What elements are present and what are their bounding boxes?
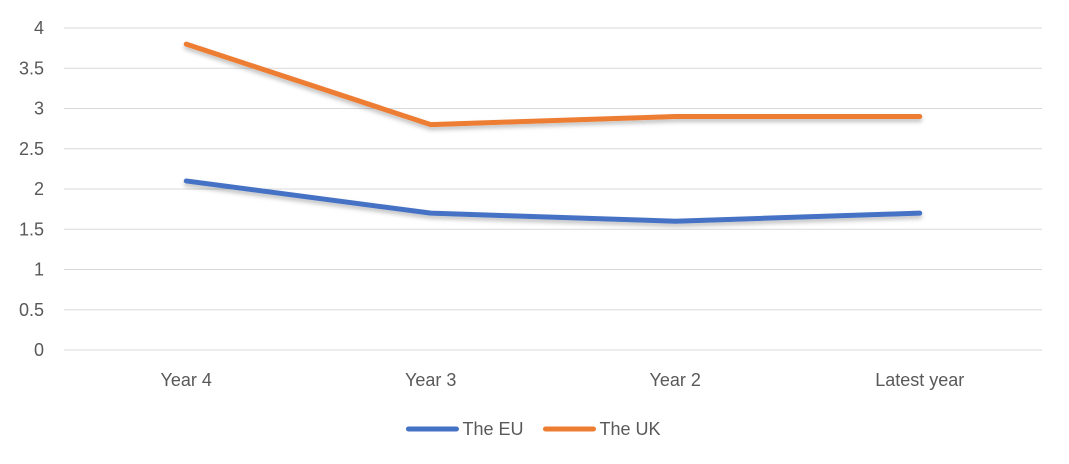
x-tick-label: Year 4 [161, 370, 212, 390]
x-axis-tick-labels: Year 4 Year 3 Year 2 Latest year [161, 370, 965, 390]
y-tick-label: 2.5 [19, 139, 44, 159]
series-lines [183, 41, 923, 224]
y-tick-label: 3.5 [19, 58, 44, 78]
y-tick-label: 3 [34, 99, 44, 119]
series-line [183, 41, 923, 128]
series-line [183, 178, 923, 224]
x-tick-label: Year 2 [650, 370, 701, 390]
y-tick-label: 1 [34, 260, 44, 280]
series-the-eu [183, 178, 923, 224]
gridlines [64, 27, 1042, 351]
legend-item[interactable]: The EU [405, 419, 524, 439]
y-tick-label: 4 [34, 18, 44, 38]
x-tick-label: Year 3 [405, 370, 456, 390]
series-the-uk [183, 41, 923, 128]
x-tick-label: Latest year [875, 370, 964, 390]
y-axis-tick-labels: 0 0.5 1 1.5 2 2.5 3 3.5 4 [19, 18, 44, 360]
legend-item[interactable]: The UK [543, 419, 661, 439]
y-tick-label: 0.5 [19, 300, 44, 320]
y-tick-label: 0 [34, 340, 44, 360]
legend[interactable]: The EU The UK [405, 419, 661, 439]
y-tick-label: 1.5 [19, 219, 44, 239]
y-tick-label: 2 [34, 179, 44, 199]
legend-label: The UK [600, 419, 661, 439]
legend-label: The EU [462, 419, 523, 439]
